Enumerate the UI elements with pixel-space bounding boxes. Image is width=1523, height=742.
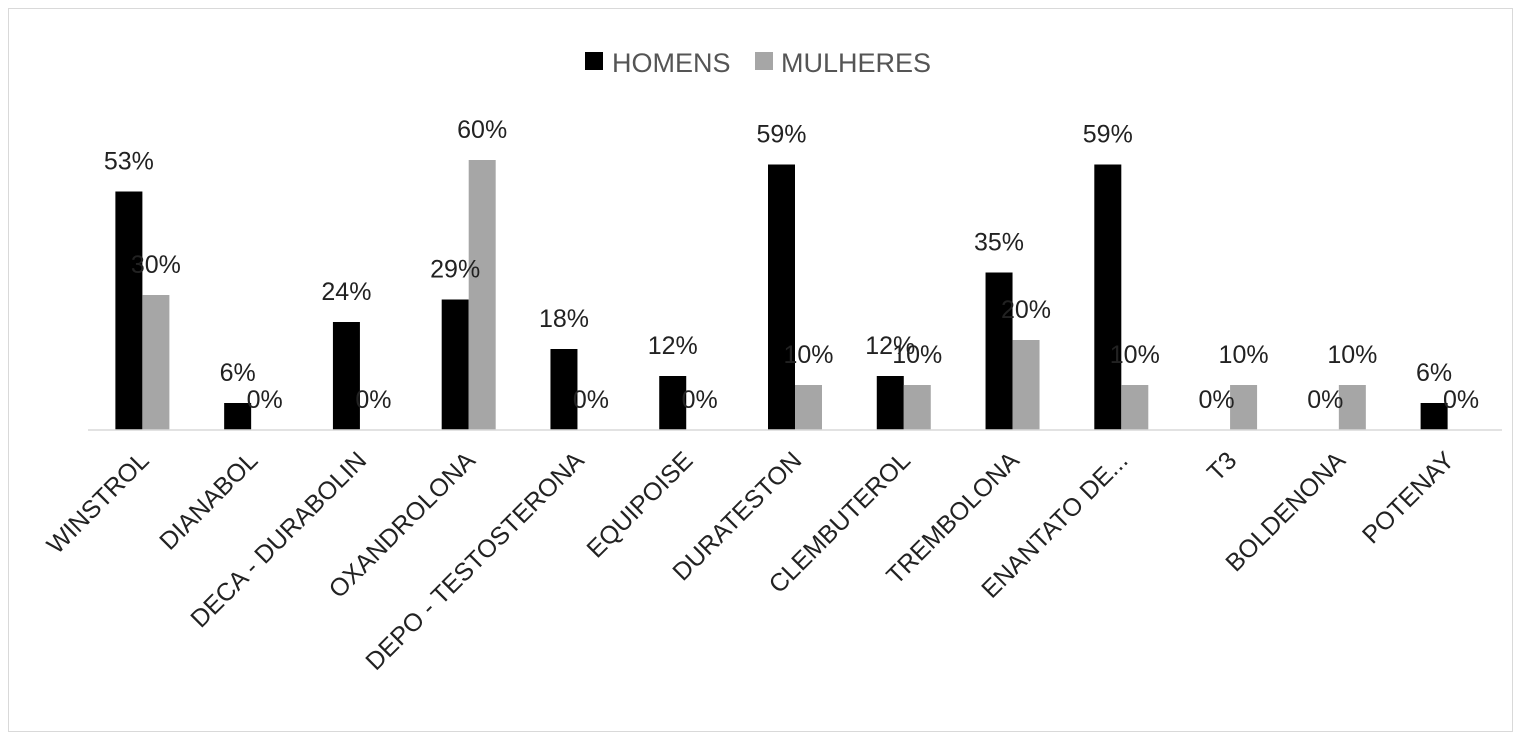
x-tick-label-10: T3 [1202, 446, 1242, 486]
bar-mulheres-7 [903, 385, 931, 430]
bar-mulheres-3 [468, 160, 496, 430]
x-tick-label-0: WINSTROL [42, 446, 155, 559]
bar-homens-1 [224, 403, 252, 430]
data-label-homens-6: 59% [756, 121, 806, 149]
bars [115, 160, 1448, 430]
bar-homens-9 [1094, 164, 1122, 430]
bar-homens-0 [115, 191, 143, 430]
bar-homens-3 [441, 299, 469, 430]
data-label-homens-9: 59% [1083, 121, 1133, 149]
x-tick-label-12: POTENAY [1357, 446, 1460, 549]
bar-mulheres-0 [142, 295, 170, 430]
data-label-mulheres-11: 10% [1327, 341, 1377, 369]
bar-mulheres-9 [1121, 385, 1149, 430]
data-label-mulheres-12: 0% [1443, 386, 1479, 414]
data-label-homens-3: 29% [430, 256, 480, 284]
legend-label-homens: HOMENS [612, 48, 731, 78]
bar-mulheres-10 [1230, 385, 1258, 430]
bar-homens-4 [550, 349, 578, 430]
legend-swatch-mulheres [755, 52, 773, 70]
data-label-homens-12: 6% [1416, 359, 1452, 387]
bar-mulheres-11 [1338, 385, 1366, 430]
bar-homens-12 [1420, 403, 1448, 430]
data-label-homens-0: 53% [104, 148, 154, 176]
data-labels: 53%30%6%0%24%0%29%60%18%0%12%0%59%10% 12%… [104, 116, 1479, 414]
data-label-homens-2: 24% [321, 278, 371, 306]
bar-mulheres-8 [1012, 340, 1040, 430]
legend: HOMENS MULHERES [585, 48, 931, 78]
data-label-mulheres-5: 0% [682, 386, 718, 414]
chart-frame [8, 8, 1513, 732]
data-label-mulheres-10: 10% [1219, 341, 1269, 369]
bar-mulheres-6 [795, 385, 822, 430]
legend-swatch-homens [585, 52, 603, 70]
data-label-homens-1: 6% [220, 359, 256, 387]
bar-homens-5 [659, 376, 687, 430]
bar-homens-7 [876, 376, 904, 430]
x-tick-label-1: DIANABOL [154, 446, 263, 555]
x-tick-label-2: DECA - DURABOLIN [185, 446, 372, 633]
data-label-homens-11: 0% [1307, 386, 1343, 414]
data-label-homens-4: 18% [539, 305, 589, 333]
bar-homens-6 [768, 164, 795, 430]
data-label-mulheres-7: 10% [892, 341, 942, 369]
data-label-mulheres-1: 0% [247, 386, 283, 414]
bar-homens-2 [332, 322, 360, 430]
data-label-homens-8: 35% [974, 229, 1024, 257]
data-label-mulheres-0: 30% [131, 251, 181, 279]
data-label-mulheres-3: 60% [457, 116, 507, 144]
data-label-mulheres-9: 10% [1110, 341, 1160, 369]
bar-homens-8 [985, 272, 1013, 430]
data-label-mulheres-8: 20% [1001, 296, 1051, 324]
data-label-mulheres-4: 0% [573, 386, 609, 414]
data-label-homens-7: 12% [865, 332, 915, 360]
x-tick-label-4: DEPO - TESTOSTERONA [360, 446, 590, 676]
data-label-homens-5: 12% [648, 332, 698, 360]
data-label-mulheres-2: 0% [355, 386, 391, 414]
x-tick-label-5: EQUIPOISE [581, 446, 698, 563]
data-label-mulheres-6: 10% [783, 341, 833, 369]
legend-label-mulheres: MULHERES [781, 48, 931, 78]
data-label-homens-10: 0% [1199, 386, 1235, 414]
